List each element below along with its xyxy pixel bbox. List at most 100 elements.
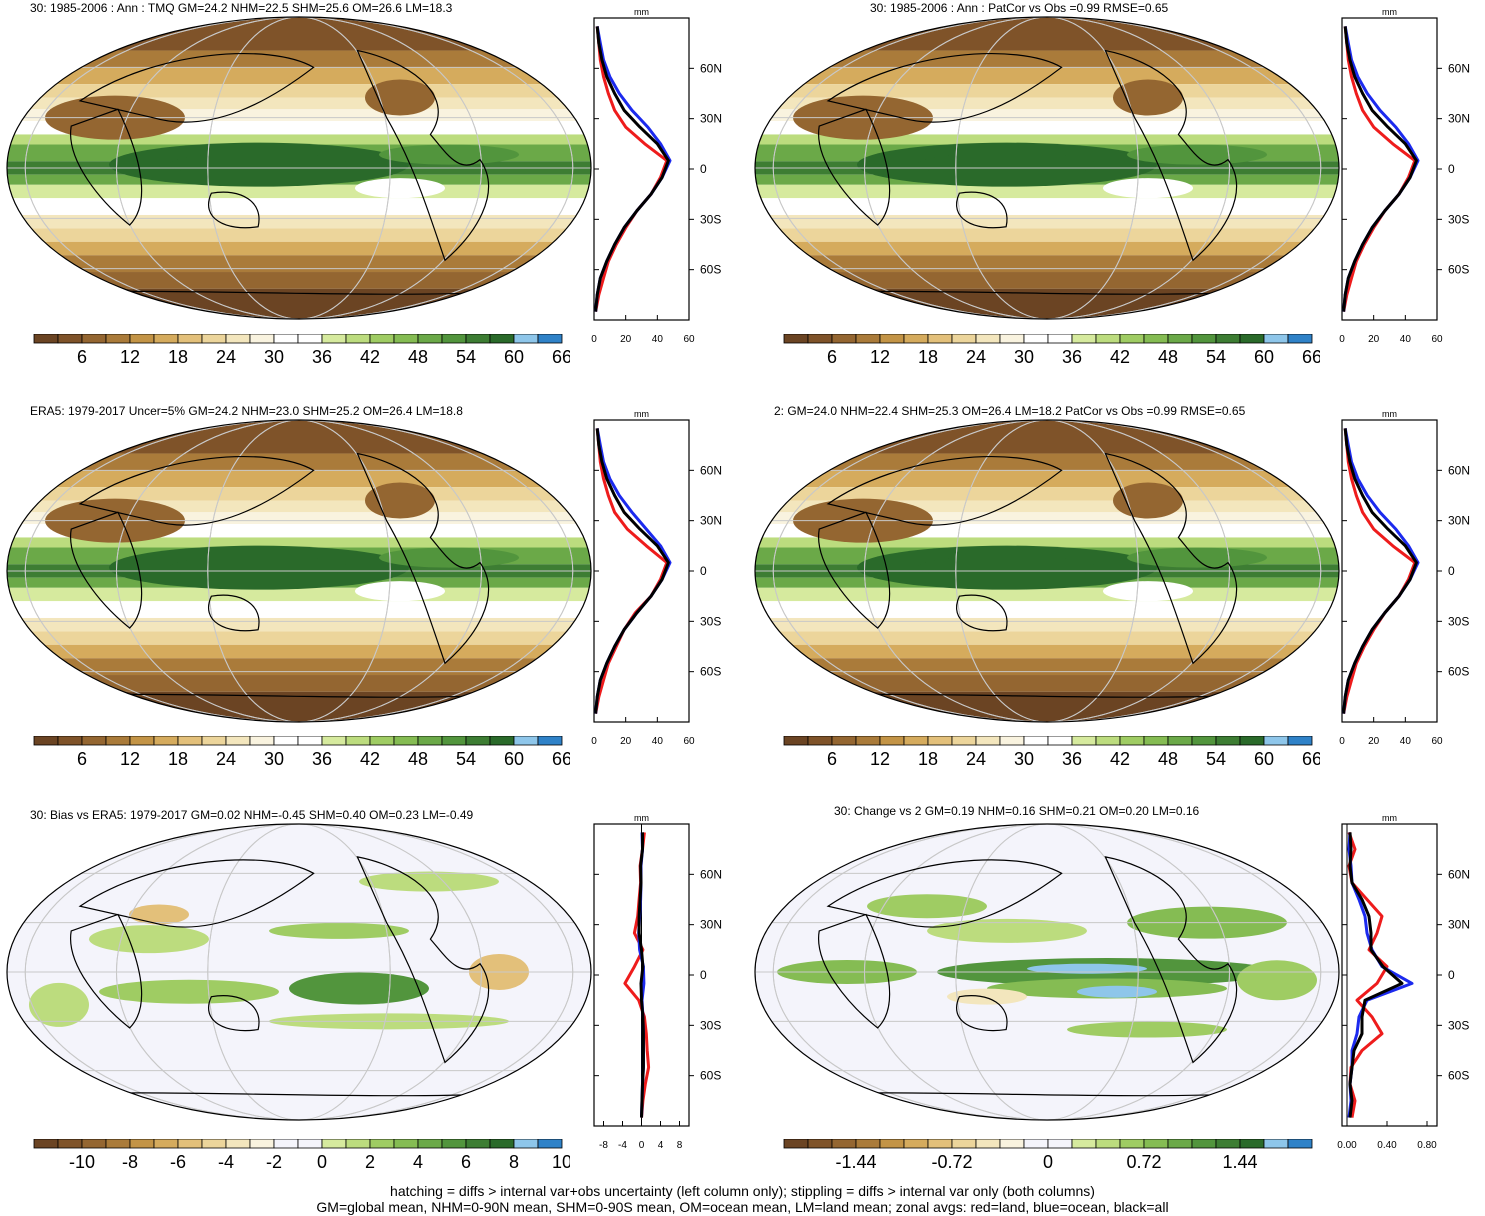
colorbar-swatch <box>1047 334 1073 344</box>
colorbar-swatch <box>1215 736 1241 746</box>
colorbar-swatch <box>513 334 539 344</box>
lat-tick-label: 30N <box>700 112 722 126</box>
x-tick-label: 20 <box>1368 334 1380 345</box>
lat-tick-label: 30S <box>700 614 721 628</box>
x-tick-label: 40 <box>652 736 664 747</box>
lat-tick-label: 30S <box>1448 614 1469 628</box>
colorbar-swatch <box>1263 334 1289 344</box>
colorbar-label: 12 <box>870 347 890 367</box>
x-tick-label: 60 <box>1431 736 1443 747</box>
lat-tick-label: 30S <box>700 1018 721 1032</box>
colorbar-swatch <box>465 1139 491 1149</box>
colorbar-swatch <box>1023 1139 1049 1149</box>
colorbar-swatch <box>855 1139 881 1149</box>
colorbar-swatch <box>33 736 59 746</box>
colorbar-label: 42 <box>1110 749 1130 769</box>
colorbar-swatch <box>297 736 323 746</box>
zonal-plot-6: mm 60N 30N 0 30S 60S 0.00 0.40 0.80 <box>1337 813 1470 1151</box>
colorbar-swatch <box>57 1139 83 1149</box>
colorbar-swatch <box>903 736 929 746</box>
colorbar-swatch <box>417 1139 443 1149</box>
zonal-unit: mm <box>634 409 649 419</box>
x-tick-label: 60 <box>683 736 695 747</box>
lat-tick-label: 60S <box>1448 263 1469 277</box>
colorbar-swatch <box>831 1139 857 1149</box>
zonal-plot-1: mm 60N 30N 0 30S 60S 0 20 40 60 <box>591 7 722 345</box>
colorbar-swatch <box>129 736 155 746</box>
colorbar-label: 0.72 <box>1126 1152 1161 1172</box>
colorbar-swatch <box>975 334 1001 344</box>
lat-tick-label: 60N <box>1448 61 1470 75</box>
colorbar-swatch <box>489 736 515 746</box>
colorbar-swatch <box>1095 334 1121 344</box>
colorbar-swatch <box>513 736 539 746</box>
x-tick-label: 20 <box>1368 736 1380 747</box>
colorbar-swatch <box>537 334 563 344</box>
colorbar-swatch <box>831 736 857 746</box>
colorbar-swatch <box>1215 334 1241 344</box>
colorbar-swatch <box>879 736 905 746</box>
colorbar-label: -4 <box>218 1152 234 1172</box>
zonal-line-all <box>594 428 670 714</box>
colorbar-swatch <box>153 334 179 344</box>
colorbar-swatch <box>441 334 467 344</box>
colorbar-label: 8 <box>509 1152 519 1172</box>
x-tick-label: 0 <box>591 334 597 345</box>
colorbar-swatch <box>1191 334 1217 344</box>
x-tick-label: 0 <box>591 736 597 747</box>
colorbar-label: 48 <box>408 749 428 769</box>
colorbar-swatch <box>57 334 83 344</box>
x-tick-label: 0.40 <box>1377 1140 1397 1151</box>
colorbar-swatch <box>225 1139 251 1149</box>
zonal-plot-3: mm 60N 30N 0 30S 60S 0 20 40 60 <box>591 409 722 747</box>
colorbar-swatch <box>441 736 467 746</box>
lat-tick-label: 60N <box>700 867 722 881</box>
colorbar-swatch <box>903 1139 929 1149</box>
colorbar-swatch <box>927 736 953 746</box>
colorbar-1: 6 12 18 24 30 36 42 48 54 60 66 <box>33 334 570 367</box>
colorbar-label: 18 <box>918 347 938 367</box>
colorbar-swatch <box>321 1139 347 1149</box>
lat-tick-label: 60N <box>1448 463 1470 477</box>
zonal-unit: mm <box>634 7 649 17</box>
lat-tick-label: 0 <box>700 968 707 982</box>
colorbar-label: 30 <box>264 347 284 367</box>
colorbar-swatch <box>1263 1139 1289 1149</box>
colorbar-label: 24 <box>966 347 986 367</box>
map-panel-1 <box>6 16 592 320</box>
colorbar-label: 66 <box>552 347 570 367</box>
colorbar-label: -2 <box>266 1152 282 1172</box>
colorbar-swatch <box>177 1139 203 1149</box>
map-border <box>754 823 1340 1121</box>
lat-tick-label: 60S <box>1448 665 1469 679</box>
colorbar-swatch <box>201 736 227 746</box>
colorbar-swatch <box>321 736 347 746</box>
colorbar-swatch <box>1191 1139 1217 1149</box>
colorbar-swatch <box>513 1139 539 1149</box>
x-tick-label: 60 <box>683 334 695 345</box>
colorbar-swatch <box>855 334 881 344</box>
colorbar-label: 30 <box>1014 749 1034 769</box>
colorbar-swatch <box>783 736 809 746</box>
zonal-plot-4: mm 60N 30N 0 30S 60S 0 20 40 60 <box>1339 409 1470 747</box>
colorbar-swatch <box>975 736 1001 746</box>
colorbar-swatch <box>1239 1139 1265 1149</box>
lat-tick-label: 30S <box>700 212 721 226</box>
map-field <box>7 824 591 1120</box>
colorbar-4: 6 12 18 24 30 36 42 48 54 60 66 <box>783 736 1320 769</box>
x-tick-label: 0 <box>1339 334 1345 345</box>
colorbar-swatch <box>393 736 419 746</box>
map-panel-2 <box>754 16 1340 320</box>
colorbar-swatch <box>273 334 299 344</box>
colorbar-swatch <box>105 736 131 746</box>
colorbar-swatch <box>345 334 371 344</box>
colorbar-swatch <box>1095 736 1121 746</box>
lat-tick-label: 0 <box>1448 162 1455 176</box>
colorbar-label: 12 <box>120 347 140 367</box>
colorbar-swatch <box>1119 334 1145 344</box>
map-border <box>754 16 1340 320</box>
graticule <box>755 824 1339 1120</box>
zonal-line-all <box>594 26 670 312</box>
colorbar-label: 6 <box>77 749 87 769</box>
graticule <box>7 824 591 1120</box>
